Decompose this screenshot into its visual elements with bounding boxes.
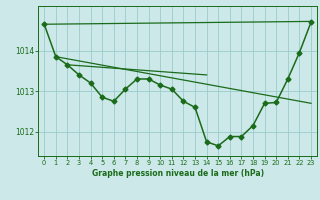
X-axis label: Graphe pression niveau de la mer (hPa): Graphe pression niveau de la mer (hPa): [92, 169, 264, 178]
